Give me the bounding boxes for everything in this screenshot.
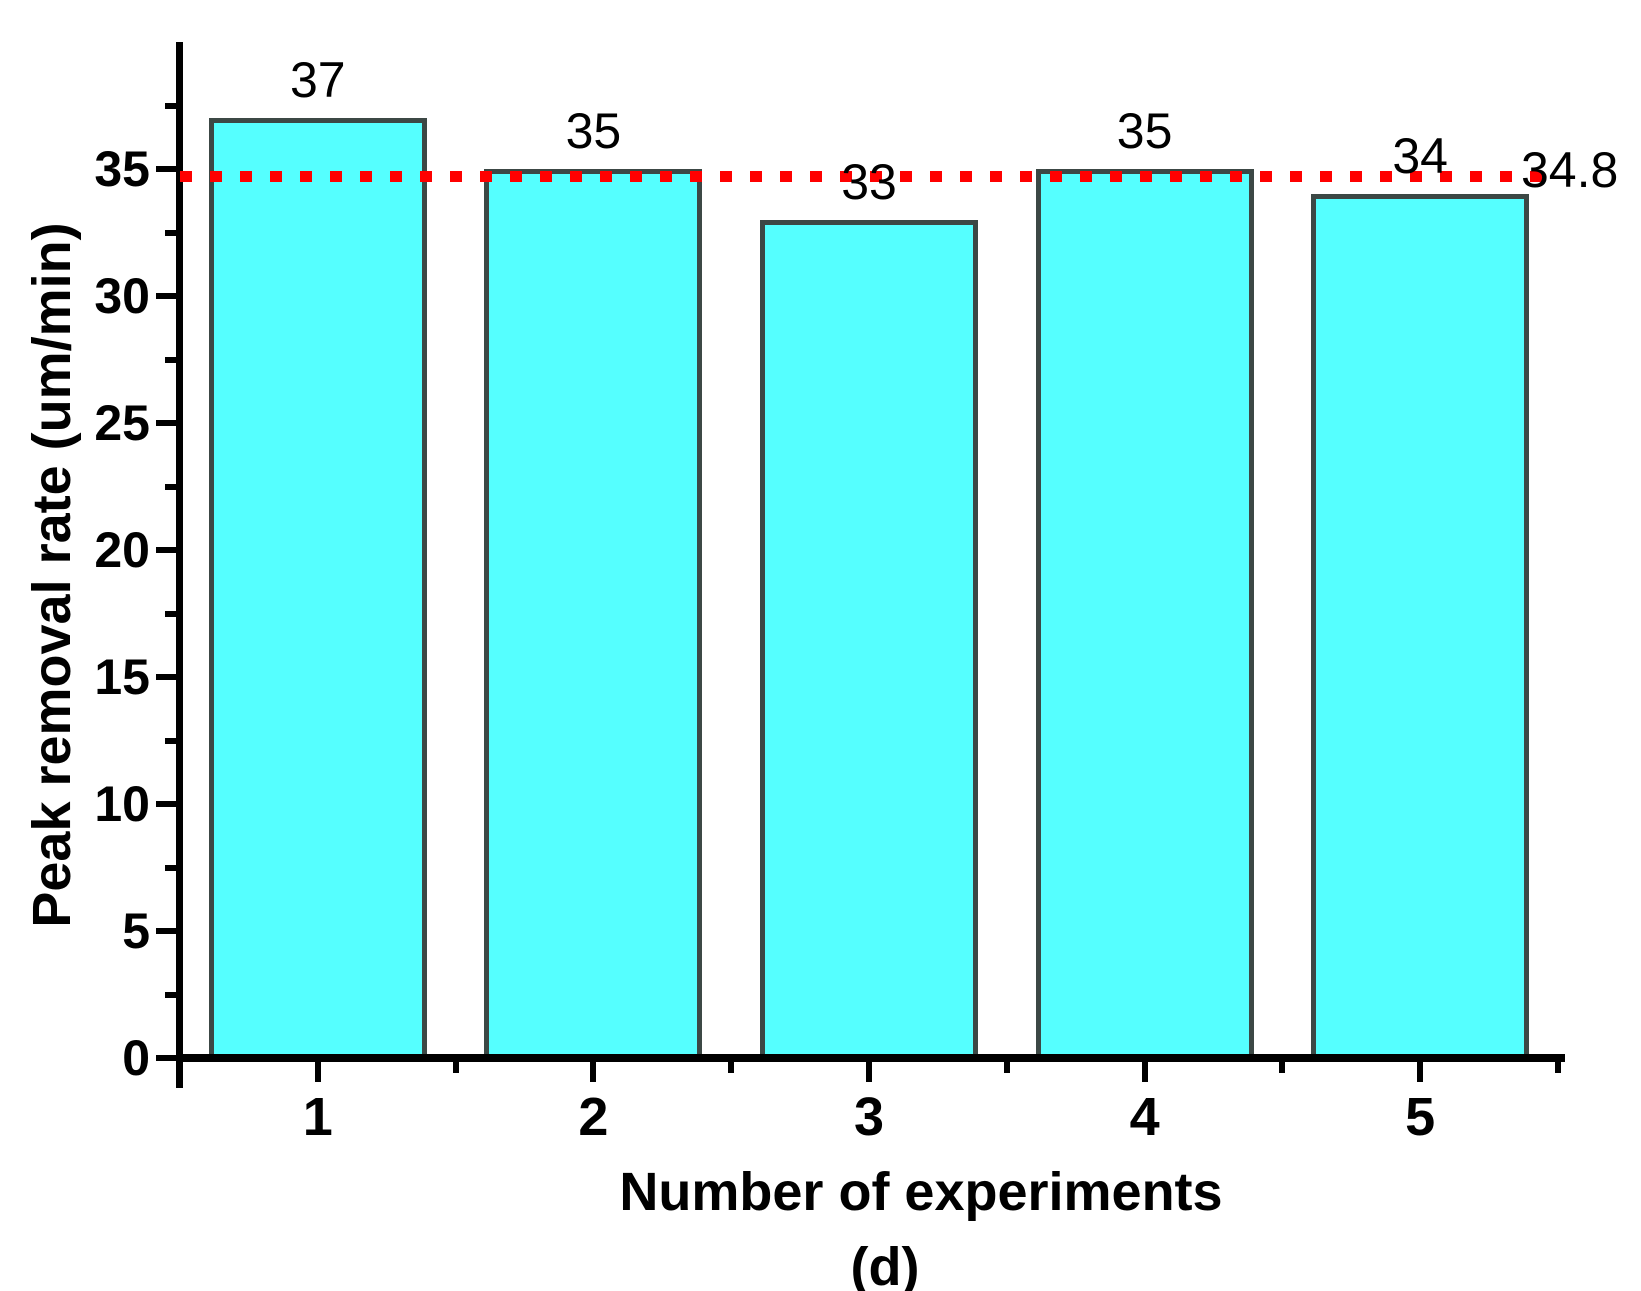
y-major-tick: [156, 674, 176, 680]
reference-line-label: 34.8: [1521, 142, 1619, 199]
y-major-tick: [156, 928, 176, 934]
x-tick-label: 1: [302, 1087, 333, 1147]
y-minor-tick: [165, 229, 176, 236]
y-major-tick: [156, 547, 176, 553]
y-tick-label: 0: [122, 1030, 150, 1086]
y-tick-label: 30: [94, 268, 150, 324]
bar: [484, 169, 703, 1062]
y-axis-title: Peak removal rate (um/min): [22, 222, 82, 928]
bar-value-label: 34: [1392, 128, 1448, 185]
figure-caption: (d): [850, 1237, 920, 1291]
bar-value-label: 35: [1116, 103, 1173, 159]
y-tick-label: 35: [94, 141, 150, 197]
x-minor-tick: [728, 1062, 735, 1073]
bar: [760, 219, 978, 1062]
reference-line: [180, 170, 1560, 182]
y-tick-label: 25: [94, 395, 150, 451]
x-minor-tick: [1555, 1062, 1561, 1073]
x-major-tick: [866, 1062, 872, 1082]
x-tick-label: 3: [853, 1087, 885, 1147]
y-major-tick: [156, 801, 176, 807]
x-major-tick: [314, 1062, 321, 1082]
bar: [208, 118, 427, 1062]
y-minor-tick: [165, 356, 176, 363]
bar-value-label: 37: [289, 52, 346, 109]
x-major-tick: [1417, 1062, 1424, 1082]
bar-value-label: 35: [565, 103, 622, 159]
x-axis-title: Number of experiments: [619, 1162, 1223, 1222]
y-minor-tick: [165, 483, 176, 490]
y-minor-tick: [165, 610, 176, 617]
y-axis-line: [176, 42, 183, 1088]
y-minor-tick: [165, 864, 176, 871]
x-tick-label: 2: [578, 1087, 609, 1147]
bar: [1311, 194, 1530, 1062]
x-major-tick: [1141, 1062, 1148, 1082]
y-major-tick: [156, 293, 176, 299]
bar: [1035, 169, 1254, 1062]
x-major-tick: [590, 1062, 597, 1082]
y-major-tick: [156, 420, 176, 426]
x-tick-label: 5: [1405, 1087, 1436, 1147]
y-major-tick: [156, 1055, 176, 1061]
bar-value-label: 33: [841, 153, 897, 210]
y-minor-tick: [165, 102, 176, 109]
y-tick-label: 5: [122, 903, 150, 959]
x-tick-label: 4: [1129, 1087, 1160, 1147]
y-major-tick: [156, 166, 176, 172]
y-tick-label: 15: [94, 649, 150, 705]
x-minor-tick: [1279, 1062, 1286, 1073]
x-minor-tick: [452, 1062, 459, 1073]
y-minor-tick: [165, 737, 176, 744]
y-minor-tick: [165, 991, 176, 998]
x-axis-line: [176, 1054, 1565, 1062]
y-tick-label: 20: [94, 522, 150, 578]
y-tick-label: 10: [94, 776, 150, 832]
x-minor-tick: [1003, 1062, 1010, 1073]
